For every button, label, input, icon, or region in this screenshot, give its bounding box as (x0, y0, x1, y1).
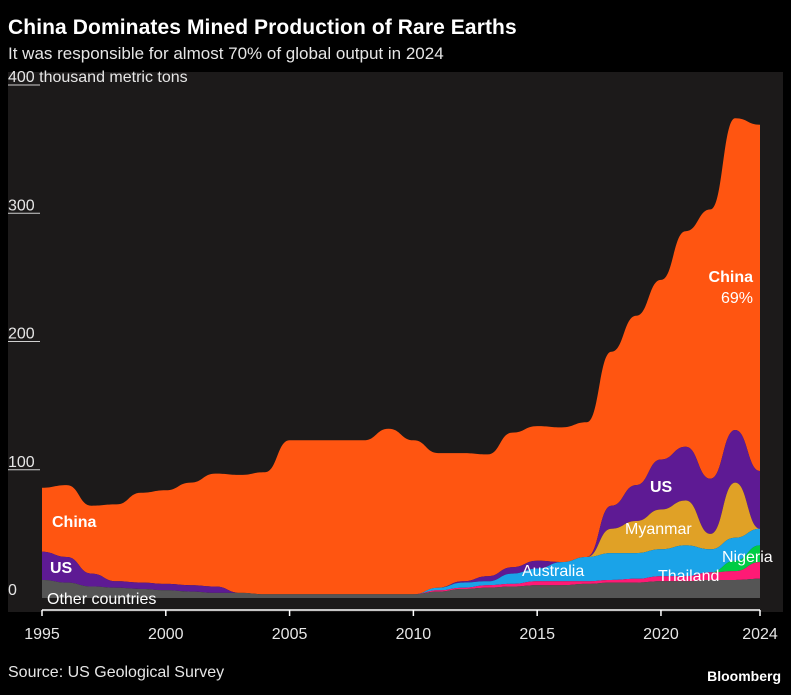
x-tick-label-2015: 2015 (519, 626, 555, 643)
annotation-us: US (50, 560, 73, 577)
y-tick-label-400: 400 thousand metric tons (8, 69, 188, 86)
x-tick-label-2010: 2010 (396, 626, 432, 643)
y-tick-labels: 0 100 200 300 400 thousand metric tons (8, 69, 188, 599)
series-annotations: China US Other countries China 69% US Myanmar A… (47, 269, 773, 608)
area-myanmar (42, 482, 760, 595)
annotation-nigeria: Nigeria (722, 549, 773, 566)
annotation-us: US (650, 479, 673, 496)
area-china (42, 118, 760, 595)
annotation-china-share: 69% (721, 290, 753, 307)
annotation-thailand: Thailand (658, 568, 719, 585)
annotation-other-countries: Other countries (47, 591, 156, 608)
chart-subtitle: It was responsible for almost 70% of glo… (8, 44, 444, 63)
x-tick-label-2000: 2000 (148, 626, 184, 643)
area-other-countries (42, 578, 760, 598)
y-tick-label-200: 200 (8, 326, 35, 343)
annotation-china: China (52, 514, 97, 531)
x-tick-label-2024: 2024 (742, 626, 778, 643)
brand-logo: Bloomberg (707, 668, 781, 684)
annotation-australia: Australia (522, 563, 584, 580)
annotation-myanmar: Myanmar (625, 521, 692, 538)
source-note: Source: US Geological Survey (8, 664, 225, 681)
y-grid (8, 84, 40, 471)
x-tick-labels: 1995 2000 2005 2010 2015 2020 2024 (24, 626, 778, 643)
y-tick-label-0: 0 (8, 582, 17, 599)
x-axis (41, 609, 761, 616)
annotation-china: China (709, 269, 754, 286)
y-tick-label-100: 100 (8, 454, 35, 471)
x-tick-label-2020: 2020 (643, 626, 679, 643)
x-tick-label-1995: 1995 (24, 626, 60, 643)
area-series (42, 118, 760, 598)
y-tick-label-300: 300 (8, 197, 35, 214)
x-tick-label-2005: 2005 (272, 626, 308, 643)
area-australia (42, 528, 760, 595)
area-us (42, 430, 760, 595)
chart-title: China Dominates Mined Production of Rare… (8, 16, 517, 39)
